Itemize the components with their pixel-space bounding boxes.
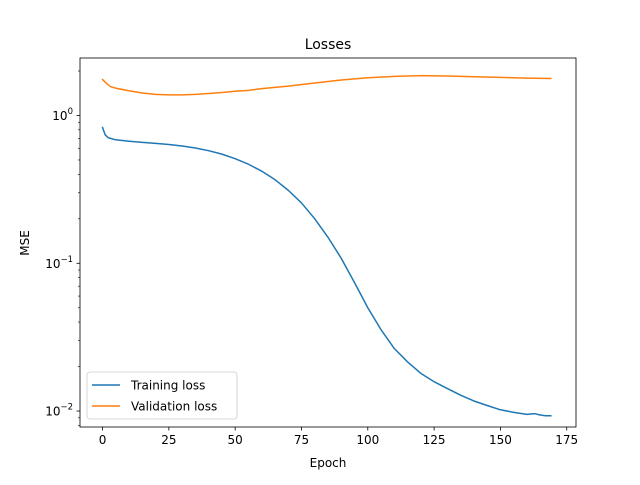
x-tick-label: 125 bbox=[423, 433, 446, 447]
series-line-validation-loss bbox=[101, 74, 552, 96]
y-axis-label: MSE bbox=[18, 230, 32, 256]
legend-box bbox=[86, 371, 238, 420]
series-line-training-loss bbox=[101, 126, 552, 417]
x-tick-label: 0 bbox=[99, 433, 107, 447]
legend-label-validation: Validation loss bbox=[131, 400, 217, 414]
chart-title: Losses bbox=[305, 37, 352, 53]
x-tick-label: 25 bbox=[161, 433, 176, 447]
y-tick-exponent: 0 bbox=[68, 107, 73, 117]
x-tick-label: 150 bbox=[489, 433, 512, 447]
y-tick-exponent: −2 bbox=[60, 403, 73, 413]
axes-frame bbox=[79, 57, 577, 428]
x-axis-ticks: 0 25 50 75 100 125 150 175 bbox=[99, 427, 578, 447]
y-tick-exponent: −1 bbox=[60, 255, 73, 265]
x-tick-label: 175 bbox=[555, 433, 578, 447]
legend-label-training: Training loss bbox=[130, 379, 205, 393]
legend: Training loss Validation loss bbox=[86, 371, 238, 420]
x-tick-label: 100 bbox=[356, 433, 379, 447]
plot-lines bbox=[101, 74, 552, 417]
x-axis-label: Epoch bbox=[310, 456, 347, 470]
x-tick-label: 50 bbox=[228, 433, 243, 447]
x-tick-label: 75 bbox=[294, 433, 309, 447]
